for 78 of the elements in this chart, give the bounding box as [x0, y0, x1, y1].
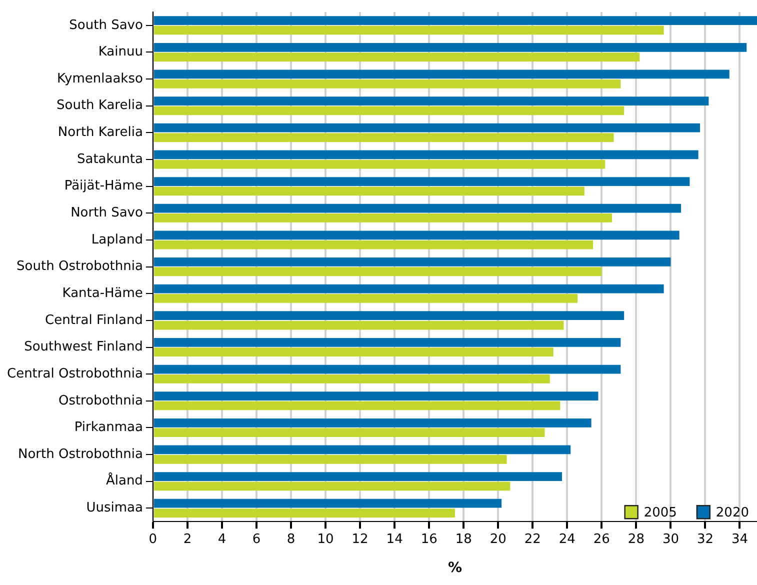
- y-tick-label: South Karelia: [56, 98, 143, 114]
- y-tick-label: Central Finland: [45, 312, 143, 328]
- bar: [154, 230, 680, 240]
- x-tick-label: 6: [252, 532, 261, 547]
- y-tick-label: Kainuu: [98, 44, 143, 60]
- bar: [154, 26, 664, 35]
- x-axis-title: %: [448, 560, 462, 576]
- y-tick-label: Satakunta: [76, 152, 143, 167]
- bar: [154, 284, 664, 294]
- bar: [154, 401, 560, 410]
- y-tick-label: North Karelia: [58, 125, 143, 140]
- bar: [154, 428, 545, 437]
- bar: [154, 240, 594, 250]
- x-tick-label: 18: [455, 532, 472, 547]
- bar: [154, 454, 507, 464]
- bar: [154, 258, 671, 266]
- bar: [154, 133, 614, 142]
- y-tick-label: Kymenlaakso: [56, 71, 143, 86]
- x-tick-label: 12: [352, 532, 368, 547]
- bar: [154, 96, 709, 106]
- x-tick-label: 4: [218, 532, 226, 547]
- bar: [154, 311, 624, 320]
- y-tick-label: Kanta-Häme: [62, 286, 143, 301]
- y-tick-label: Ostrobothnia: [58, 393, 143, 408]
- y-tick-label: North Savo: [70, 206, 143, 221]
- bar: [154, 482, 510, 491]
- x-tick-label: 2: [183, 532, 192, 547]
- bar: [154, 320, 564, 330]
- bar: [154, 445, 571, 454]
- bar: [154, 508, 455, 518]
- bar: [154, 348, 554, 357]
- x-tick-label: 28: [628, 532, 644, 547]
- bar: [154, 294, 578, 303]
- bar: [154, 123, 700, 132]
- bar: [154, 267, 602, 276]
- y-tick-label: Uusimaa: [86, 500, 143, 516]
- bar: [154, 364, 621, 374]
- bar: [154, 418, 592, 428]
- x-tick-label: 10: [317, 532, 334, 547]
- x-tick-label: 24: [558, 532, 576, 547]
- x-tick-label: 32: [696, 532, 714, 547]
- y-tick-label: Lapland: [91, 232, 143, 248]
- y-tick-label: Päijät-Häme: [64, 178, 143, 194]
- bar: [154, 186, 584, 196]
- y-tick-label: Southwest Finland: [24, 340, 143, 355]
- y-tick-label: South Ostrobothnia: [16, 259, 143, 274]
- bar: [154, 70, 730, 79]
- y-tick-label: Central Ostrobothnia: [6, 366, 143, 382]
- y-tick-label: South Savo: [69, 18, 143, 33]
- bar: [154, 374, 550, 384]
- x-tick-label: 30: [662, 532, 679, 547]
- bar: [154, 160, 606, 169]
- bar: [154, 338, 621, 347]
- x-tick-label: 34: [731, 532, 748, 547]
- x-tick-label: 22: [524, 532, 541, 547]
- bar: [154, 392, 598, 401]
- x-tick-label: 8: [286, 532, 296, 547]
- y-tick-label: Åland: [106, 472, 143, 489]
- bar: [154, 204, 682, 213]
- y-tick-label: Pirkanmaa: [74, 420, 143, 436]
- bar: [154, 79, 621, 88]
- bar: [154, 150, 698, 160]
- bar: [154, 472, 562, 481]
- x-tick-label: 16: [420, 532, 438, 547]
- x-tick-label: 0: [148, 532, 158, 547]
- bar: [154, 498, 502, 508]
- x-tick-label: 20: [490, 532, 506, 547]
- x-tick-label: 26: [593, 532, 610, 547]
- y-tick-label: North Ostrobothnia: [18, 446, 143, 462]
- bar: [154, 16, 757, 26]
- legend-label: 2005: [644, 505, 677, 520]
- bar: [154, 177, 690, 186]
- bar: [154, 42, 747, 52]
- x-tick-label: 14: [386, 532, 403, 547]
- bar: [154, 52, 640, 62]
- legend-label: 2020: [716, 505, 750, 520]
- bar: [154, 106, 624, 116]
- bar: [154, 214, 612, 222]
